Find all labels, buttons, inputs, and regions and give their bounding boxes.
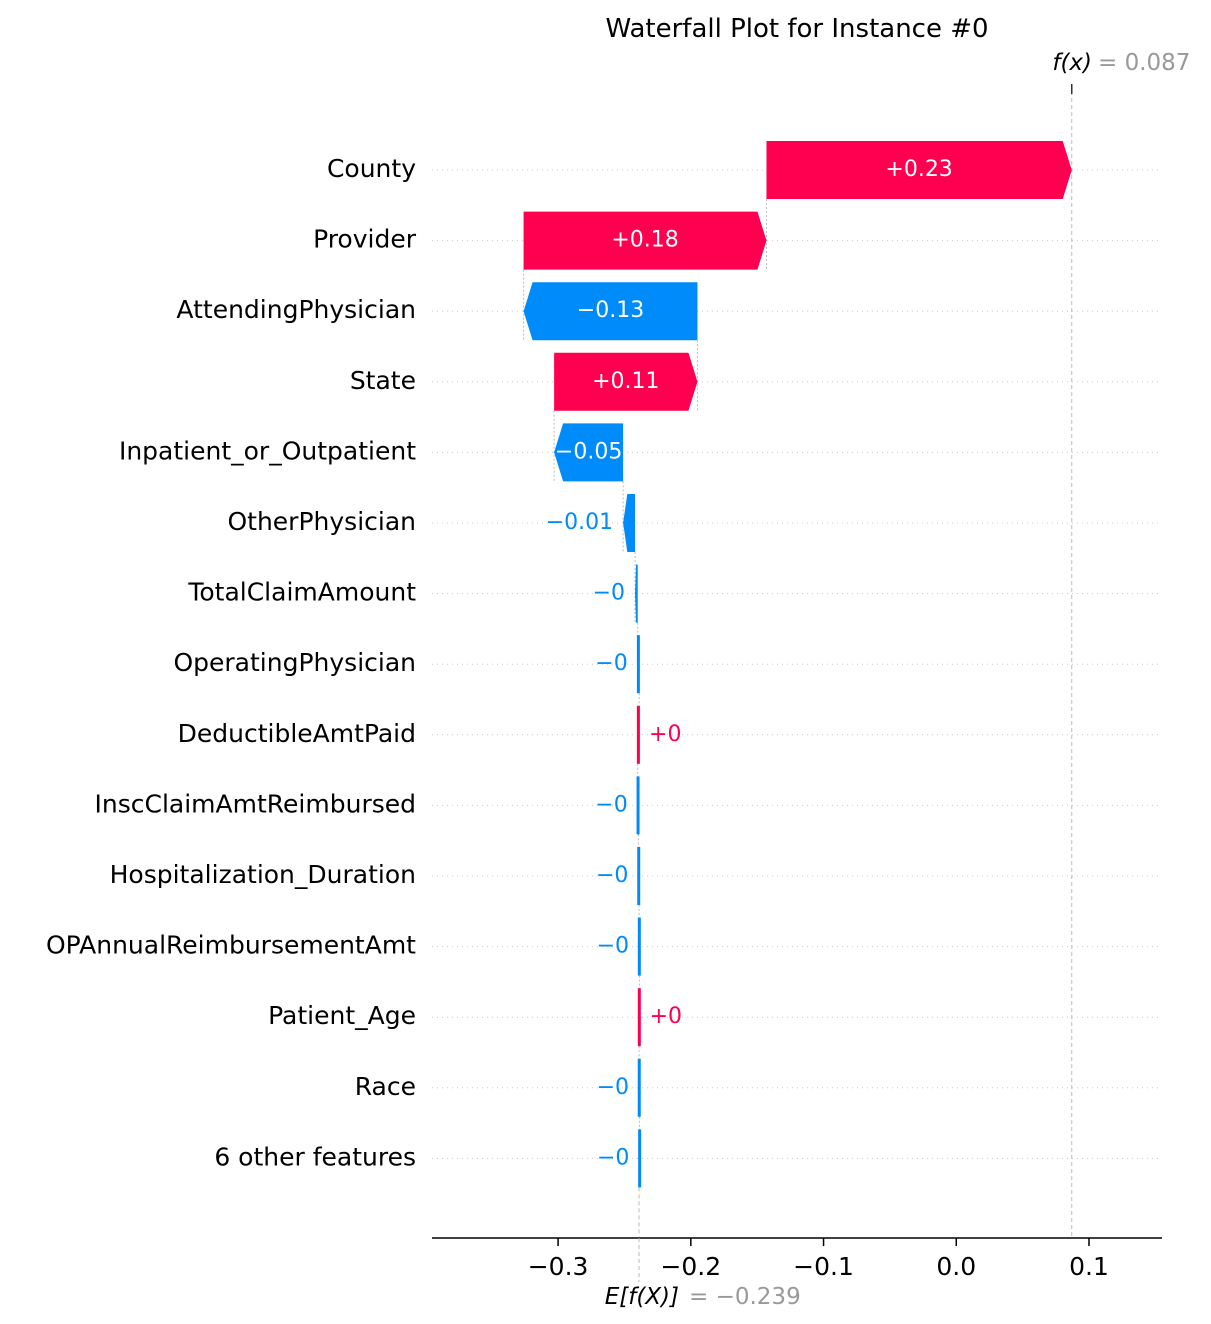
x-tick-label: 0.1 [1069,1252,1109,1281]
bar-value-label: −0 [595,651,627,676]
reference-lines [523,84,1073,1238]
bar-operatingphysician [636,635,640,694]
bar-totalclaimamount [635,564,638,623]
feature-label: AttendingPhysician [176,295,416,324]
feature-label: County [327,154,416,183]
output-value-text: = 0.087 [1098,50,1190,76]
feature-label: TotalClaimAmount [187,578,416,607]
bar-labels: +0.23 +0.18 −0.13 +0.11 −0.05 −0.01 −0 −0 +0 −0 −0… [546,157,953,1170]
feature-label: OtherPhysician [227,507,416,536]
bar-value-label: −0.01 [546,510,613,535]
feature-label: Patient_Age [268,1001,416,1030]
bar-race [637,1058,641,1117]
bar-otherphysician [623,494,636,552]
bar-6-other-features [638,1129,642,1188]
bar-state [554,352,698,411]
bar-deductibleamtpaid [636,705,640,764]
feature-label: DeductibleAmtPaid [178,719,416,748]
chart-title: Waterfall Plot for Instance #0 [605,14,988,44]
feature-label: Race [355,1072,416,1101]
feature-label: Inpatient_or_Outpatient [119,436,416,465]
bar-value-label: +0 [649,722,681,747]
grid-lines [432,169,1162,1159]
bar-inscclaimamtreimbursed [636,776,640,835]
feature-label: OperatingPhysician [173,648,416,677]
bar-value-label: −0.05 [555,439,622,464]
base-value-text: = −0.239 [689,1284,801,1310]
x-tick-label: 0.0 [936,1252,976,1281]
feature-label: Provider [313,225,417,254]
feature-label: State [350,366,416,395]
bar-value-label: +0.23 [885,157,952,182]
bar-value-label: −0 [597,1145,629,1170]
feature-labels: County Provider AttendingPhysician State Inp… [46,154,417,1171]
bar-provider [523,211,767,270]
base-value-annotation: E[f(X)] = −0.239 [605,1284,801,1310]
bar-value-label: −0.13 [577,298,644,323]
feature-label: Hospitalization_Duration [110,860,416,889]
bar-county [766,141,1072,199]
output-value-annotation: f(x) = 0.087 [1052,50,1190,76]
base-label: E[f(X)] [605,1284,679,1310]
bar-value-label: +0.11 [592,369,659,394]
bar-value-label: −0 [596,863,628,888]
bar-value-label: −0 [593,581,625,606]
feature-label: 6 other features [214,1142,416,1171]
bar-inpatient-or-outpatient [554,423,624,482]
bar-hospitalization-duration [637,847,641,905]
bars [523,141,1072,1188]
x-tick-label: −0.3 [528,1252,589,1281]
output-label: f(x) [1052,50,1092,76]
bar-value-label: −0 [595,792,627,817]
bar-attendingphysician [523,282,698,341]
feature-label: OPAnnualReimbursementAmt [46,931,416,960]
bar-opannualreimbursementamt [637,917,641,976]
bar-value-label: +0.18 [611,228,678,253]
x-tick-label: −0.2 [660,1252,721,1281]
x-tick-label: −0.1 [793,1252,854,1281]
bar-value-label: +0 [650,1004,682,1029]
bar-value-label: −0 [597,934,629,959]
bar-value-label: −0 [597,1075,629,1100]
bar-patient-age [637,988,641,1047]
feature-label: InscClaimAmtReimbursed [95,789,416,818]
x-axis: −0.3 −0.2 −0.1 0.0 0.1 [432,1237,1162,1282]
